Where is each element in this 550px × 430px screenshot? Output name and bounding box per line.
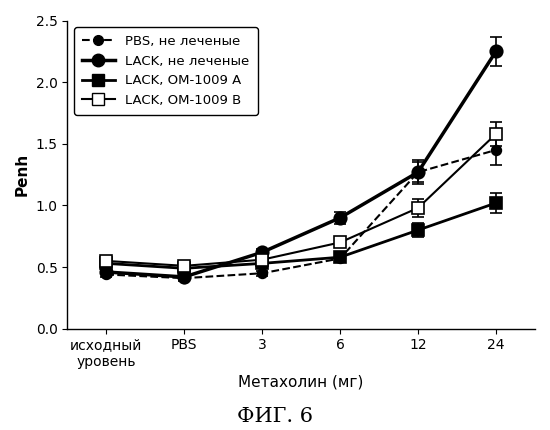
Legend: PBS, не леченые, LACK, не леченые, LACK, ОМ-1009 А, LACK, ОМ-1009 В: PBS, не леченые, LACK, не леченые, LACK,…: [74, 27, 257, 115]
Text: ФИГ. 6: ФИГ. 6: [237, 407, 313, 426]
Y-axis label: Penh: Penh: [15, 153, 30, 196]
X-axis label: Метахолин (мг): Метахолин (мг): [239, 374, 364, 389]
